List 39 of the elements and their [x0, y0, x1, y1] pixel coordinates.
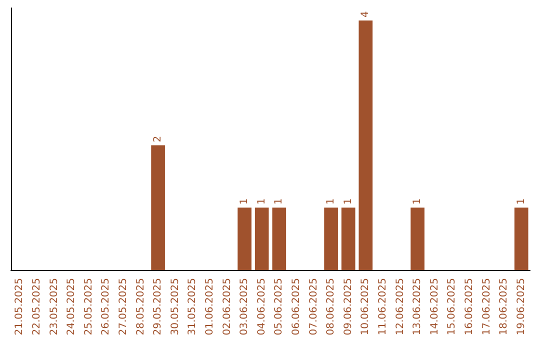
- data-label: 1: [256, 198, 268, 205]
- x-tick-label: 27.05.2025: [118, 278, 129, 336]
- x-tick-label: 31.05.2025: [187, 278, 198, 336]
- x-tick-label: 10.06.2025: [360, 278, 372, 336]
- x-tick-label: 15.06.2025: [446, 278, 458, 336]
- x-tick-label: 06.06.2025: [290, 278, 302, 336]
- x-tick-label: 28.05.2025: [135, 278, 146, 336]
- x-tick-label: 04.06.2025: [256, 278, 268, 336]
- data-label: 1: [342, 198, 354, 205]
- data-label: 1: [412, 198, 424, 205]
- x-tick-label: 19.06.2025: [516, 278, 527, 336]
- data-label: 1: [326, 198, 337, 205]
- data-label: 4: [360, 11, 372, 18]
- x-tick-label: 11.06.2025: [377, 278, 388, 336]
- x-tick-label: 08.06.2025: [326, 278, 337, 336]
- x-tick-label: 21.05.2025: [14, 278, 26, 336]
- x-tick-label: 09.06.2025: [342, 278, 354, 336]
- x-tick-label: 14.06.2025: [429, 278, 440, 336]
- data-label: 1: [274, 198, 285, 205]
- x-tick-label: 07.06.2025: [308, 278, 320, 336]
- x-tick-label: 17.06.2025: [481, 278, 492, 336]
- x-tick-label: 22.05.2025: [31, 278, 42, 336]
- x-tick-label: 01.06.2025: [204, 278, 216, 336]
- x-tick-label: 05.06.2025: [274, 278, 285, 336]
- x-tick-label: 23.05.2025: [48, 278, 60, 336]
- x-tick-label: 18.06.2025: [498, 278, 510, 336]
- data-label: 2: [152, 136, 164, 142]
- data-label: 1: [239, 198, 250, 205]
- x-tick-label: 03.06.2025: [239, 278, 250, 336]
- data-label: 1: [516, 198, 527, 205]
- x-tick-label: 13.06.2025: [412, 278, 424, 336]
- x-tick-label: 02.06.2025: [222, 278, 233, 336]
- x-tick-label: 29.05.2025: [152, 278, 164, 336]
- x-tick-label: 16.06.2025: [464, 278, 475, 336]
- x-tick-label: 26.05.2025: [100, 278, 112, 336]
- x-tick-label: 24.05.2025: [66, 278, 78, 336]
- x-tick-label: 12.06.2025: [394, 278, 406, 336]
- x-tick-label: 30.05.2025: [170, 278, 181, 336]
- x-tick-label: 25.05.2025: [83, 278, 94, 336]
